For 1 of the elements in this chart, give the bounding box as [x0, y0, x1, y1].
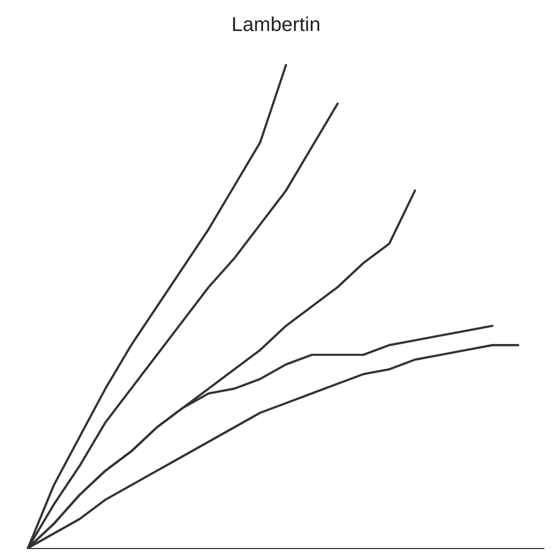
- chart-title: Lambertin: [232, 14, 320, 36]
